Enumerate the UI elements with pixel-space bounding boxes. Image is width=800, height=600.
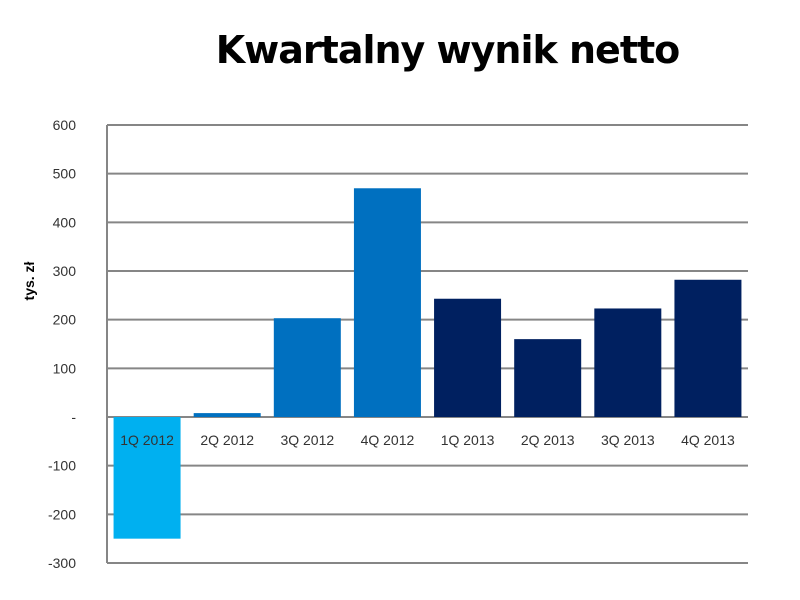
y-tick-label: -100 xyxy=(48,458,76,474)
bar xyxy=(273,318,341,417)
y-tick-label: 200 xyxy=(53,312,77,328)
bar xyxy=(113,417,181,539)
category-label: 4Q 2012 xyxy=(361,432,415,448)
bars xyxy=(113,188,742,539)
y-tick-label: -200 xyxy=(48,506,76,522)
bar xyxy=(193,413,261,417)
bar xyxy=(434,298,502,417)
bar xyxy=(514,339,582,417)
bar xyxy=(594,308,662,417)
category-label: 2Q 2012 xyxy=(200,432,254,448)
category-label: 2Q 2013 xyxy=(521,432,575,448)
y-tick-label: 300 xyxy=(53,263,77,279)
y-tick-labels: 600 500 400 300 200 100 - -100 -200 -300 xyxy=(48,117,76,571)
bar xyxy=(674,279,742,417)
chart-title: Kwartalny wynik netto xyxy=(215,28,681,72)
y-tick-label: -300 xyxy=(48,555,76,571)
category-label: 3Q 2012 xyxy=(280,432,334,448)
y-tick-label: 600 xyxy=(53,117,77,133)
category-labels: 1Q 2012 2Q 2012 3Q 2012 4Q 2012 1Q 2013 2Q 20… xyxy=(120,432,735,448)
y-axis-label: tys. zł xyxy=(21,261,37,300)
category-label: 4Q 2013 xyxy=(681,432,735,448)
category-label: 1Q 2012 xyxy=(120,432,174,448)
y-tick-label: - xyxy=(71,409,76,425)
category-label: 3Q 2013 xyxy=(601,432,655,448)
y-tick-label: 500 xyxy=(53,166,77,182)
category-label: 1Q 2013 xyxy=(441,432,495,448)
y-tick-label: 100 xyxy=(53,360,77,376)
bar xyxy=(353,188,421,417)
y-tick-label: 400 xyxy=(53,214,77,230)
